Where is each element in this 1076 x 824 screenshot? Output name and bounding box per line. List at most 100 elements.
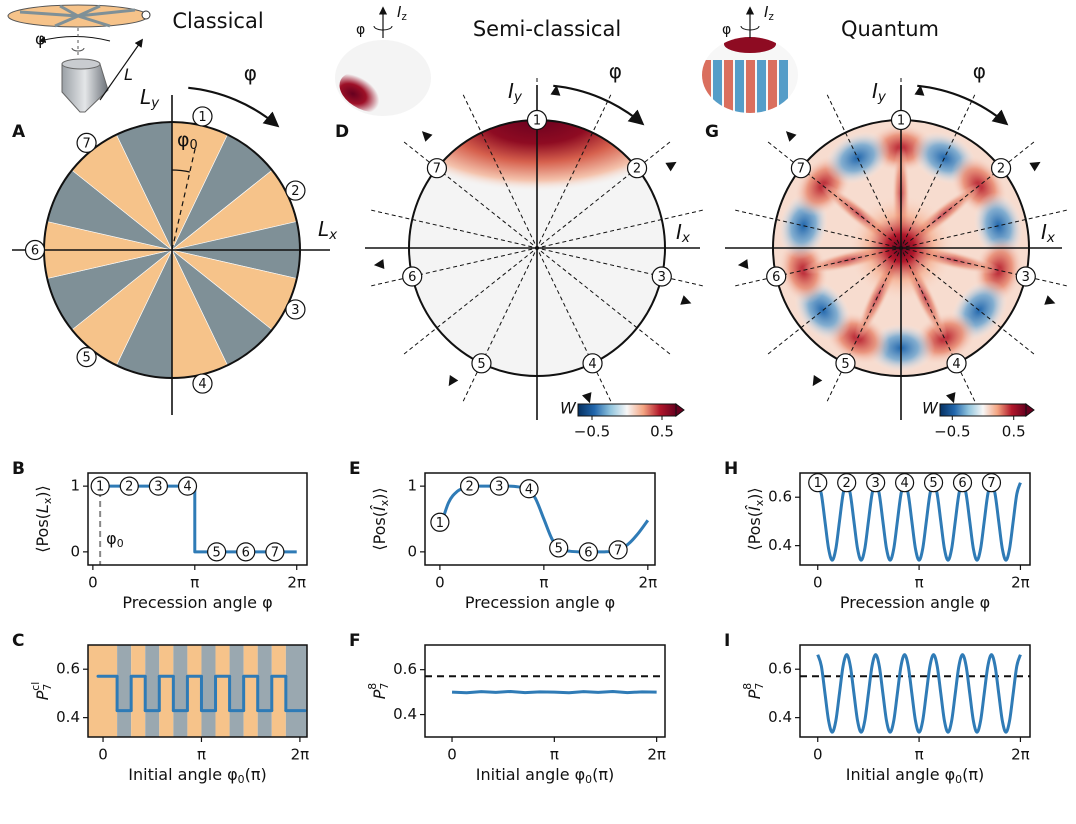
label-part: 8 (366, 683, 379, 690)
y-axis-label: Iy (508, 79, 523, 106)
state-label: 7 (433, 162, 441, 177)
state-label: 3 (1022, 270, 1030, 285)
x-tick-label: π (197, 746, 206, 764)
y-axis-label: Iy (872, 79, 887, 106)
state-label: 5 (841, 357, 849, 372)
label-part: z (401, 12, 406, 23)
label-part: y (150, 95, 160, 111)
y-axis-label: Ly (140, 85, 160, 112)
state-label: 5 (555, 541, 563, 556)
stripe (229, 645, 244, 737)
plot-frame (799, 472, 1031, 566)
arrowhead (448, 375, 459, 387)
arrowhead (914, 85, 925, 96)
label-part: (π) (962, 765, 984, 784)
rotation-arrow (188, 86, 280, 128)
inset-phi: φ (356, 22, 365, 38)
state-label: 2 (633, 162, 641, 177)
state-label: 2 (125, 480, 133, 495)
state-marker (651, 266, 672, 287)
label-part: Î (745, 504, 764, 511)
column-title: Classical (172, 9, 263, 33)
state-label: 1 (96, 480, 104, 495)
x-axis-label: Precession angle φ (465, 593, 615, 612)
inset-phi: φ (35, 30, 46, 49)
inset-axis-label: Iz (764, 3, 774, 24)
phi0-label: φ0 (106, 529, 124, 551)
colorbar-tick-label: 0.5 (650, 423, 674, 441)
y-tick-label: 1 (407, 477, 417, 495)
state-marker (90, 476, 110, 496)
state-label: 1 (436, 516, 444, 531)
x-tick-label: 0 (435, 574, 445, 592)
state-label: 3 (291, 303, 299, 318)
y-tick-label: 0.4 (393, 705, 417, 723)
state-marker (285, 180, 306, 201)
panel-letter: C (12, 631, 24, 651)
state-marker (990, 158, 1012, 179)
x-tick-label: π (550, 746, 559, 764)
x-tick-label: 2π (291, 746, 310, 764)
label-part: φ (177, 129, 190, 151)
panel-letter: G (705, 122, 719, 142)
state-marker (177, 476, 198, 496)
colorbar-label: W (560, 399, 577, 418)
y-axis-label: ⟨Pos(Îx)⟩ (745, 487, 767, 550)
y-axis-label: P78 (366, 683, 391, 700)
y-tick-label: 0.6 (768, 660, 792, 678)
state-label: 6 (958, 476, 966, 491)
angle-label: φ0 (177, 129, 198, 153)
x-axis-label: Initial angle φ0(π) (128, 765, 266, 787)
arrowhead (373, 259, 385, 270)
y-tick-label: 0 (407, 542, 417, 560)
y-tick-label: 0.4 (56, 708, 80, 726)
label-part: x (753, 499, 766, 506)
state-marker (946, 353, 967, 374)
plot-frame (424, 472, 656, 566)
x-tick-label: 2π (1011, 746, 1030, 764)
state-label: 1 (198, 110, 206, 125)
data-line (816, 653, 1022, 734)
y-axis-label: ⟨Pos(Lx)⟩ (33, 485, 55, 553)
label-part: 0 (585, 773, 592, 786)
state-marker (236, 542, 256, 562)
y-tick-label: 0 (70, 542, 80, 560)
panel-letter: H (724, 459, 738, 479)
state-label: 7 (797, 162, 805, 177)
state-label: 4 (183, 480, 191, 495)
x-axis-label: Precession angle φ (840, 593, 990, 612)
state-marker (471, 353, 492, 374)
state-marker (119, 476, 139, 496)
panel-letter: E (349, 459, 361, 479)
inset-axis-label: L (124, 65, 133, 84)
state-marker (837, 473, 857, 493)
y-axis-label: P78 (741, 683, 766, 700)
label-part: Precession angle φ (122, 593, 272, 612)
stripe (159, 645, 174, 737)
colorbar-extend (675, 403, 685, 417)
data-line (816, 481, 1022, 562)
semiclassical-inset (335, 6, 431, 116)
label-part: L (140, 85, 151, 109)
state-marker (866, 473, 886, 493)
arrowhead (812, 375, 823, 387)
panel-letter: A (12, 122, 26, 142)
label-part: Initial angle φ (846, 765, 955, 784)
y-axis-label: P7cl (29, 682, 54, 701)
state-label: 4 (198, 377, 206, 392)
label-part: I (508, 79, 514, 103)
column-title: Quantum (841, 17, 939, 41)
label-part: P (33, 690, 52, 700)
x-axis-label: Ix (1041, 220, 1056, 247)
stripe (88, 645, 118, 737)
state-marker (790, 158, 812, 179)
state-label: 2 (997, 162, 1005, 177)
label-part: x (328, 227, 338, 243)
inset-axis-label: Iz (397, 3, 407, 24)
label-part: x (41, 497, 54, 504)
label-part: 0 (955, 773, 962, 786)
state-marker (426, 158, 448, 179)
state-marker (895, 473, 915, 493)
state-marker (835, 353, 856, 374)
